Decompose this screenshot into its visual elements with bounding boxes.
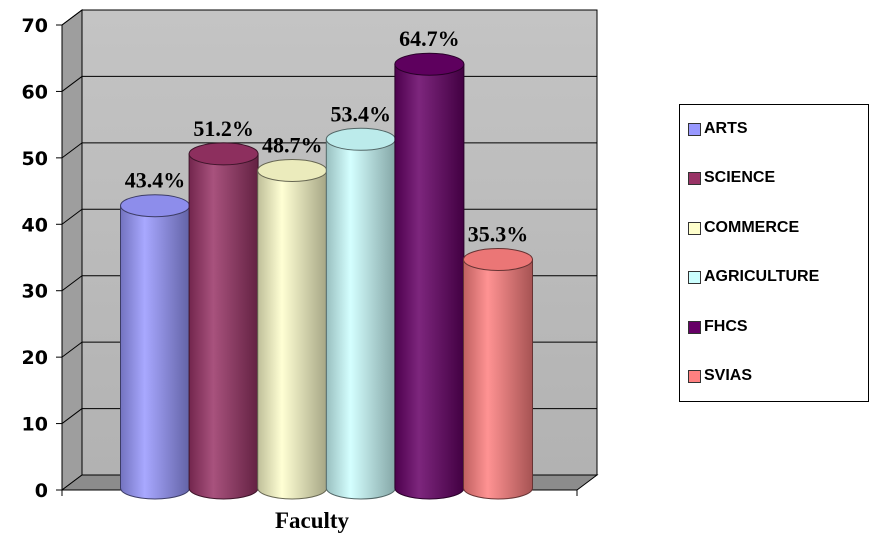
gridline-side (61, 341, 83, 358)
gridline-side (61, 408, 83, 424)
bar-svias (463, 248, 533, 500)
gridline-side (61, 142, 83, 159)
legend-label: AGRICULTURE (704, 268, 820, 285)
legend-swatch (688, 270, 701, 284)
legend-swatch (688, 221, 701, 235)
y-tick-label: 60 (22, 81, 48, 103)
legend-label: SVIAS (704, 367, 753, 384)
bar-arts (120, 194, 190, 500)
y-tick-label: 10 (22, 414, 48, 436)
bar-body (257, 169, 328, 500)
legend-item-fhcs: FHCS (688, 316, 748, 338)
bar-top (257, 158, 328, 182)
legend-item-svias: SVIAS (688, 365, 752, 387)
gridline-side (61, 208, 83, 225)
bar-body (463, 259, 533, 500)
legend-label: ARTS (704, 120, 748, 137)
bar-top (463, 248, 533, 272)
data-label: 48.7% (262, 132, 323, 157)
legend: ARTS SCIENCE COMMERCE AGRICULTURE FHCS SVIAS (679, 104, 869, 402)
y-tick-label: 50 (22, 148, 48, 170)
x-axis-title: Faculty (275, 508, 350, 533)
bar-body (325, 138, 396, 500)
legend-swatch (688, 320, 701, 334)
y-tick-label: 40 (22, 214, 48, 236)
bar-top (394, 52, 465, 76)
y-tick-label: 0 (35, 480, 48, 502)
y-tick-label: 30 (22, 281, 48, 303)
data-label: 64.7% (399, 26, 460, 51)
legend-item-science: SCIENCE (688, 167, 775, 189)
bars-layer (120, 52, 533, 500)
bar-body (120, 205, 190, 500)
legend-swatch (688, 369, 701, 383)
y-tick-label: 70 (22, 15, 48, 37)
bar-commerce (257, 158, 328, 500)
legend-swatch (688, 122, 701, 136)
bar-fhcs (394, 52, 465, 500)
legend-label: SCIENCE (704, 169, 776, 186)
bar-body (188, 153, 259, 500)
bar-science (188, 142, 259, 500)
legend-item-arts: ARTS (688, 118, 748, 140)
data-label: 51.2% (193, 116, 254, 141)
data-label: 53.4% (331, 101, 392, 126)
gridline-side (61, 9, 83, 26)
legend-swatch (688, 171, 701, 185)
gridline-side (61, 76, 83, 92)
bar-top (325, 127, 396, 151)
data-label: 35.3% (468, 222, 529, 247)
y-tick-label: 20 (22, 347, 48, 369)
bar-agriculture (325, 127, 396, 500)
labels-layer: 0 10 20 30 40 50 60 70 43.4% 51.2% 48.7% 53.4% 64.7%… (22, 15, 529, 502)
legend-label: COMMERCE (704, 219, 800, 236)
bar-body (394, 63, 465, 500)
side-wall (61, 9, 83, 491)
bar-top (120, 194, 190, 218)
legend-item-agriculture: AGRICULTURE (688, 266, 819, 288)
legend-label: FHCS (704, 318, 748, 335)
data-label: 43.4% (125, 168, 186, 193)
bar-top (188, 142, 259, 166)
legend-item-commerce: COMMERCE (688, 217, 799, 239)
gridline-side (61, 275, 83, 292)
